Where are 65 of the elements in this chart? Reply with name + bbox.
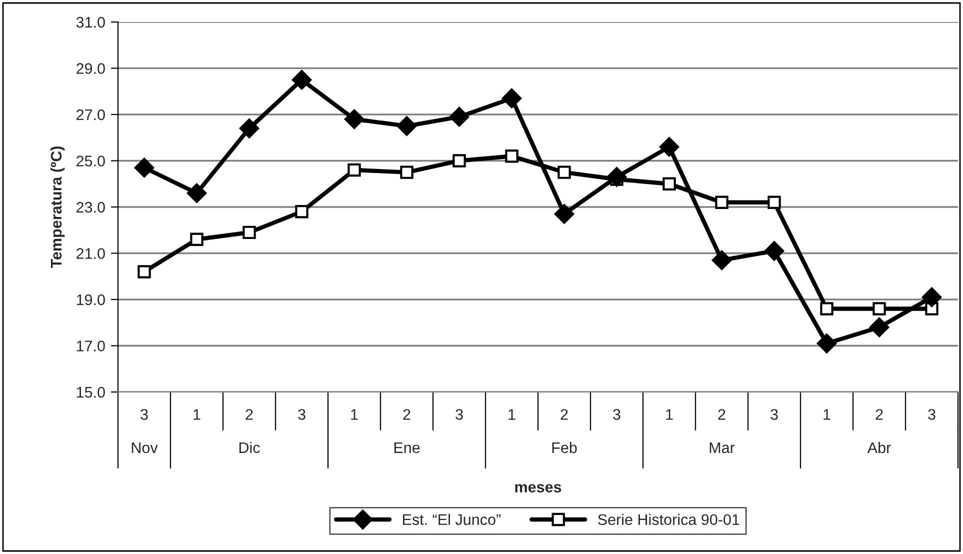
x-tick-label: 3 [140,409,148,420]
y-tick-label: 25.0 [76,156,105,166]
point [502,88,522,108]
x-tick-label: 3 [298,409,306,420]
text: Feb [552,442,577,454]
point [872,302,886,316]
text: Nov [132,442,158,454]
y-tick-label: 19.0 [76,294,105,306]
point [400,166,414,179]
point [138,265,151,278]
x-tick-label: 1 [666,409,673,420]
point [292,70,312,90]
point [820,302,834,316]
y-tick-label: 27.0 [76,109,105,120]
point [712,250,732,270]
point [662,177,676,190]
legend-label: Serie Historica 90-01 [598,514,740,526]
x-tick-label: 1 [194,409,200,420]
y-axis-title: Temperatura (ºC) [50,146,65,268]
point [554,204,574,224]
x-tick-label: 1 [508,409,516,420]
point [659,136,680,157]
point [452,154,466,168]
point [344,109,364,130]
point [764,241,784,261]
text: Mar [710,442,735,454]
x-tick-label: 1 [824,409,830,420]
point [505,150,518,163]
point [768,196,781,209]
point [396,116,417,136]
point [715,196,728,209]
y-tick-label: 21.0 [76,248,105,259]
x-tick-label: 2 [403,409,410,420]
legend-label: Est. “El Junco” [402,514,501,526]
point [190,232,204,246]
x-tick-label: 3 [456,409,463,420]
point [348,163,361,177]
y-tick-label: 23.0 [76,202,105,213]
point [816,334,837,354]
y-tick-label: 29.0 [76,63,105,74]
x-tick-label: 3 [613,409,620,420]
point [558,166,571,179]
point [186,183,207,204]
x-tick-label: 1 [351,409,358,420]
x-axis-title: meses [515,484,562,492]
y-tick-label: 17.0 [76,340,105,352]
point [869,317,890,338]
x-tick-label: 2 [876,409,883,420]
text: Abr [867,442,891,454]
point [922,287,942,308]
x-tick-label: 2 [560,409,568,420]
point [449,106,470,127]
x-tick-label: 2 [246,409,253,420]
x-tick-label: 2 [718,409,726,420]
point [134,158,154,178]
y-tick-label: 31.0 [76,16,105,28]
point [295,205,308,218]
x-tick-label: 3 [928,409,936,420]
point [242,226,256,240]
point [606,167,627,187]
point [239,118,260,138]
y-tick-label: 15.0 [76,386,105,398]
x-tick-label: 3 [770,409,778,420]
text: Dic [239,442,260,454]
text: Ene [394,442,420,454]
